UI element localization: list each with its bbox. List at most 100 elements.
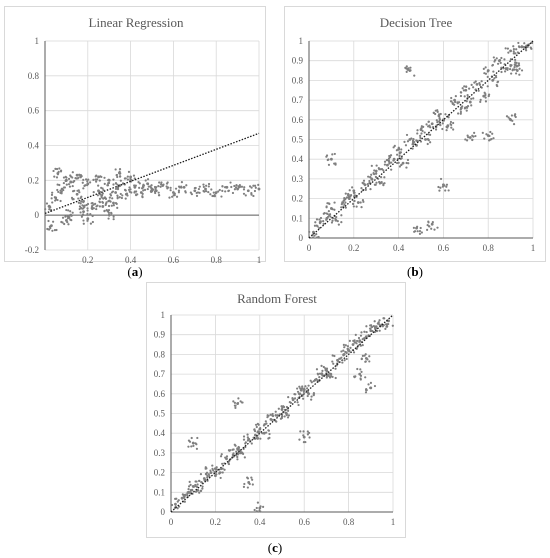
data-point: [195, 480, 198, 483]
data-point: [253, 184, 257, 187]
data-point: [313, 234, 316, 237]
data-point: [199, 473, 203, 476]
data-point: [427, 221, 430, 224]
data-point: [495, 76, 498, 79]
data-point: [130, 178, 133, 181]
data-point: [439, 177, 443, 181]
data-point: [496, 62, 500, 65]
data-point: [410, 137, 413, 140]
data-point: [512, 50, 515, 53]
data-point: [302, 434, 305, 437]
data-point: [253, 189, 257, 193]
data-point: [491, 64, 494, 67]
data-point: [279, 417, 283, 420]
data-point: [137, 181, 140, 184]
data-point: [354, 333, 357, 336]
data-point: [124, 189, 127, 192]
y-tick-label: 0.6: [292, 115, 304, 125]
data-point: [306, 390, 310, 393]
data-point: [92, 191, 95, 194]
data-point: [180, 180, 184, 184]
data-point: [495, 57, 498, 60]
data-point: [512, 52, 515, 55]
data-point: [445, 183, 449, 186]
data-point: [325, 369, 328, 373]
data-point: [306, 430, 309, 433]
data-point: [53, 196, 56, 199]
data-point: [64, 179, 67, 183]
data-point: [493, 60, 496, 63]
data-point: [378, 182, 381, 185]
data-point: [297, 403, 300, 407]
data-point: [511, 119, 514, 122]
data-point: [525, 44, 528, 47]
data-point: [203, 478, 206, 482]
data-point: [395, 161, 399, 165]
y-tick-label: 0.7: [154, 369, 166, 379]
data-point: [67, 177, 71, 180]
data-point: [452, 128, 455, 131]
data-point: [106, 184, 110, 187]
data-point: [248, 185, 252, 188]
data-point: [52, 169, 55, 173]
data-point: [242, 438, 246, 441]
data-point: [322, 222, 325, 225]
data-point: [154, 191, 157, 195]
data-point: [404, 144, 408, 147]
data-point: [262, 505, 265, 509]
data-point: [500, 56, 503, 60]
data-point: [90, 204, 94, 208]
data-point: [221, 185, 224, 188]
data-point: [389, 154, 393, 157]
data-point: [330, 221, 334, 224]
data-point: [191, 441, 195, 445]
data-point: [118, 196, 121, 199]
data-point: [225, 455, 229, 458]
y-tick-label: -0.2: [25, 245, 39, 255]
data-point: [61, 216, 65, 219]
data-point: [209, 469, 212, 472]
data-point: [506, 68, 509, 71]
data-point: [403, 140, 406, 143]
data-point: [504, 67, 507, 70]
caption-b-letter: b: [411, 264, 419, 279]
data-point: [443, 184, 446, 187]
data-point: [59, 170, 63, 173]
data-point: [47, 228, 50, 231]
data-point: [126, 194, 129, 197]
data-point: [64, 215, 67, 218]
data-point: [48, 205, 52, 208]
data-point: [157, 185, 160, 188]
linear-regression-chart: Linear Regression 0.2 0.4 0.6 0.8 1 -0.2 0 0.2 0.…: [25, 15, 262, 263]
x-tick-label: 0.2: [348, 243, 359, 253]
data-point: [340, 206, 343, 209]
data-point: [405, 161, 408, 165]
data-point: [358, 340, 361, 343]
data-point: [202, 189, 205, 193]
data-point: [255, 425, 258, 429]
data-point: [352, 339, 355, 342]
x-tick-label: 0.4: [393, 243, 405, 253]
data-point: [229, 449, 232, 452]
y-tick-label: 0.3: [154, 448, 166, 458]
data-point: [112, 215, 115, 218]
data-point: [372, 172, 375, 175]
data-point: [373, 320, 376, 323]
caption-c: (c): [267, 540, 283, 555]
data-point: [450, 100, 453, 103]
data-point: [58, 183, 61, 187]
data-point: [270, 418, 274, 421]
data-point: [212, 191, 215, 194]
data-point: [449, 120, 453, 124]
data-point: [98, 205, 102, 208]
data-point: [331, 360, 334, 363]
data-point: [430, 222, 434, 226]
data-point: [169, 186, 172, 189]
data-point: [86, 209, 89, 212]
data-point: [221, 462, 224, 465]
data-point: [224, 190, 227, 193]
data-point: [422, 125, 425, 128]
data-point: [429, 133, 432, 136]
data-point: [306, 433, 309, 436]
y-tick-label: 0.4: [154, 428, 166, 438]
